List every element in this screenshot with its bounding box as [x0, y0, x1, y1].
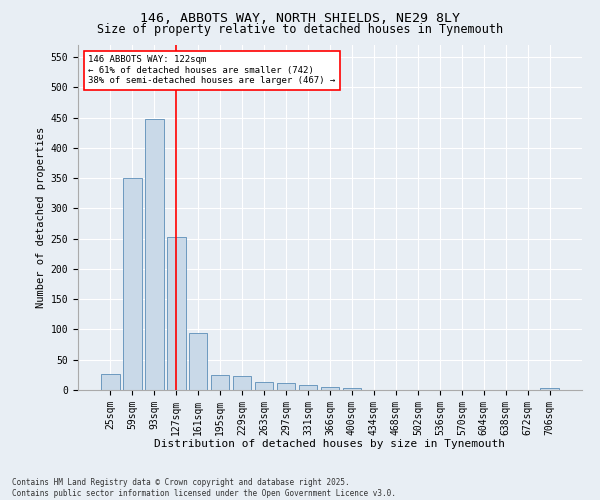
Bar	[101, 374, 119, 390]
Bar	[320, 387, 340, 390]
Bar	[167, 238, 185, 390]
Bar	[211, 376, 229, 390]
Text: 146 ABBOTS WAY: 122sqm
← 61% of detached houses are smaller (742)
38% of semi-de: 146 ABBOTS WAY: 122sqm ← 61% of detached…	[88, 56, 335, 85]
Bar	[189, 332, 208, 390]
Bar	[343, 388, 361, 390]
Bar	[541, 388, 559, 390]
X-axis label: Distribution of detached houses by size in Tynemouth: Distribution of detached houses by size …	[155, 439, 505, 449]
Bar	[145, 119, 164, 390]
Text: Size of property relative to detached houses in Tynemouth: Size of property relative to detached ho…	[97, 22, 503, 36]
Bar	[277, 384, 295, 390]
Text: 146, ABBOTS WAY, NORTH SHIELDS, NE29 8LY: 146, ABBOTS WAY, NORTH SHIELDS, NE29 8LY	[140, 12, 460, 26]
Bar	[299, 385, 317, 390]
Bar	[255, 382, 274, 390]
Y-axis label: Number of detached properties: Number of detached properties	[37, 127, 46, 308]
Bar	[123, 178, 142, 390]
Text: Contains HM Land Registry data © Crown copyright and database right 2025.
Contai: Contains HM Land Registry data © Crown c…	[12, 478, 396, 498]
Bar	[233, 376, 251, 390]
